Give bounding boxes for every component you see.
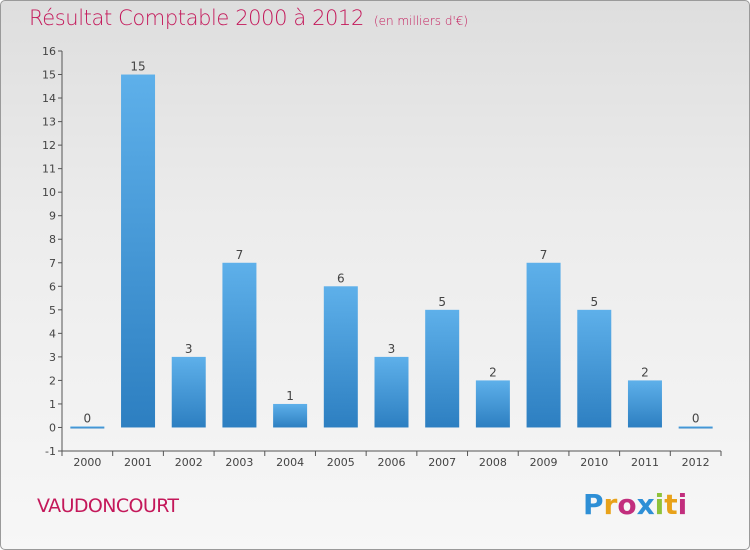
bar-value-label: 3 <box>185 342 193 356</box>
bar-value-label: 3 <box>388 342 396 356</box>
x-axis: 2000 2001 2002 2003 2004 2005 2006 2007 2008 2009… <box>61 450 722 469</box>
bar-value-label: 7 <box>236 248 244 262</box>
logo-letter: i <box>654 488 665 521</box>
y-tick-label: 11 <box>42 163 56 176</box>
x-tick-label: 2003 <box>225 456 253 469</box>
bar <box>121 74 156 428</box>
bar-value-label: 5 <box>590 295 598 309</box>
logo-letter: t <box>664 488 678 521</box>
bar-value-label: 15 <box>130 60 145 74</box>
y-tick-label: 13 <box>42 116 56 129</box>
y-tick-label: 2 <box>49 374 56 387</box>
bar <box>323 286 358 428</box>
y-tick-label: 15 <box>42 69 56 82</box>
bar-value-label: 5 <box>438 295 446 309</box>
y-tick-label: 9 <box>49 210 56 223</box>
x-tick-label: 2012 <box>682 456 710 469</box>
y-tick-label: 8 <box>49 233 56 246</box>
y-tick-label: 14 <box>42 92 56 105</box>
bar <box>374 356 409 428</box>
x-tick-label: 2010 <box>580 456 608 469</box>
y-tick-label: 6 <box>49 280 56 293</box>
y-tick-label: 12 <box>42 139 56 152</box>
bar <box>171 356 206 428</box>
x-tick-label: 2008 <box>479 456 507 469</box>
bar-value-label: 7 <box>540 248 548 262</box>
y-tick-label: -1 <box>45 445 56 458</box>
commune-name: VAUDONCOURT <box>37 495 179 517</box>
logo-letter: P <box>583 488 604 521</box>
x-tick-label: 2011 <box>631 456 659 469</box>
y-tick-label: 10 <box>42 186 56 199</box>
y-tick-label: 1 <box>49 398 56 411</box>
logo-letter: x <box>636 488 655 521</box>
y-tick-label: 4 <box>49 327 56 340</box>
y-tick-label: 5 <box>49 304 56 317</box>
logo-letter: i <box>677 488 688 521</box>
x-tick-label: 2002 <box>175 456 203 469</box>
bar-value-label: 6 <box>337 271 345 285</box>
y-tick-label: 3 <box>49 351 56 364</box>
x-tick-label: 2005 <box>327 456 355 469</box>
bar <box>425 309 460 428</box>
proxiti-logo: Proxiti <box>583 488 687 521</box>
bar-value-label: 2 <box>641 365 649 379</box>
bar <box>475 380 510 428</box>
bar-value-label: 2 <box>489 365 497 379</box>
x-tick-label: 2004 <box>276 456 304 469</box>
x-tick-label: 2007 <box>428 456 456 469</box>
x-tick-label: 2006 <box>378 456 406 469</box>
bar <box>678 426 713 429</box>
title-text: Résultat Comptable 2000 à 2012 <box>29 6 364 30</box>
bar-value-label: 0 <box>84 411 92 425</box>
bar <box>577 309 612 428</box>
logo-letter: r <box>603 488 618 521</box>
x-tick-label: 2009 <box>530 456 558 469</box>
chart-title: Résultat Comptable 2000 à 2012 (en millie… <box>29 6 468 30</box>
x-tick-label: 2000 <box>73 456 101 469</box>
x-tick-label: 2001 <box>124 456 152 469</box>
bar <box>70 426 105 429</box>
bar-value-label: 1 <box>286 389 294 403</box>
bar <box>627 380 662 428</box>
y-tick-label: 0 <box>49 421 56 434</box>
y-tick-label: 7 <box>49 257 56 270</box>
bar <box>273 403 308 428</box>
chart-subtitle: (en milliers d'€) <box>373 14 469 28</box>
bar <box>526 262 561 428</box>
logo-letter: o <box>617 488 637 521</box>
bar-value-label: 0 <box>692 411 700 425</box>
y-tick-label: 16 <box>42 45 56 58</box>
bar-series: 0 15 3 7 1 6 3 5 2 7 5 2 0 <box>70 60 713 429</box>
bar <box>222 262 257 428</box>
